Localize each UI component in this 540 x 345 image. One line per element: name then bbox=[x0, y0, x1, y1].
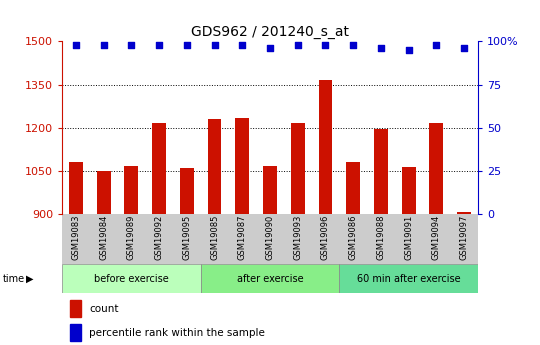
Text: GSM19088: GSM19088 bbox=[376, 215, 386, 260]
Point bbox=[266, 46, 274, 51]
Bar bbox=[62, 264, 201, 293]
Bar bbox=[124, 166, 138, 214]
Point bbox=[210, 42, 219, 48]
Bar bbox=[97, 171, 111, 214]
Bar bbox=[339, 264, 478, 293]
Text: GSM19094: GSM19094 bbox=[432, 215, 441, 260]
Text: GSM19084: GSM19084 bbox=[99, 215, 108, 260]
Text: GSM19097: GSM19097 bbox=[460, 215, 469, 260]
Bar bbox=[152, 123, 166, 214]
Bar bbox=[70, 324, 81, 341]
Title: GDS962 / 201240_s_at: GDS962 / 201240_s_at bbox=[191, 25, 349, 39]
Point bbox=[460, 46, 468, 51]
Point bbox=[72, 42, 80, 48]
Bar bbox=[207, 119, 221, 214]
Point bbox=[376, 46, 385, 51]
Bar bbox=[457, 213, 471, 214]
Bar bbox=[291, 123, 305, 214]
Bar bbox=[70, 300, 81, 317]
Text: GSM19095: GSM19095 bbox=[183, 215, 191, 260]
Text: GSM19085: GSM19085 bbox=[210, 215, 219, 260]
Bar bbox=[180, 168, 194, 214]
Text: GSM19092: GSM19092 bbox=[154, 215, 164, 260]
Text: time: time bbox=[3, 274, 25, 284]
Text: count: count bbox=[89, 304, 119, 314]
Bar bbox=[429, 123, 443, 214]
Text: ▶: ▶ bbox=[26, 274, 33, 284]
Text: GSM19096: GSM19096 bbox=[321, 215, 330, 260]
Bar bbox=[374, 129, 388, 214]
Bar bbox=[319, 80, 332, 214]
Point bbox=[293, 42, 302, 48]
Bar bbox=[69, 162, 83, 214]
Bar bbox=[402, 167, 415, 214]
Point bbox=[349, 42, 357, 48]
Point bbox=[99, 42, 108, 48]
Point bbox=[183, 42, 191, 48]
Point bbox=[404, 47, 413, 53]
Point bbox=[238, 42, 247, 48]
Text: GSM19087: GSM19087 bbox=[238, 215, 247, 260]
Text: GSM19091: GSM19091 bbox=[404, 215, 413, 260]
Point bbox=[155, 42, 164, 48]
Point bbox=[432, 42, 441, 48]
Bar bbox=[201, 264, 339, 293]
Text: 60 min after exercise: 60 min after exercise bbox=[357, 274, 461, 284]
Bar bbox=[235, 118, 249, 214]
Text: GSM19093: GSM19093 bbox=[293, 215, 302, 260]
Bar bbox=[346, 162, 360, 214]
Text: GSM19086: GSM19086 bbox=[349, 215, 357, 260]
Text: percentile rank within the sample: percentile rank within the sample bbox=[89, 328, 265, 338]
Text: GSM19089: GSM19089 bbox=[127, 215, 136, 260]
Text: GSM19083: GSM19083 bbox=[71, 215, 80, 260]
Point bbox=[321, 42, 330, 48]
Text: before exercise: before exercise bbox=[94, 274, 169, 284]
Point bbox=[127, 42, 136, 48]
Text: after exercise: after exercise bbox=[237, 274, 303, 284]
Text: GSM19090: GSM19090 bbox=[266, 215, 274, 260]
Bar bbox=[263, 166, 277, 214]
